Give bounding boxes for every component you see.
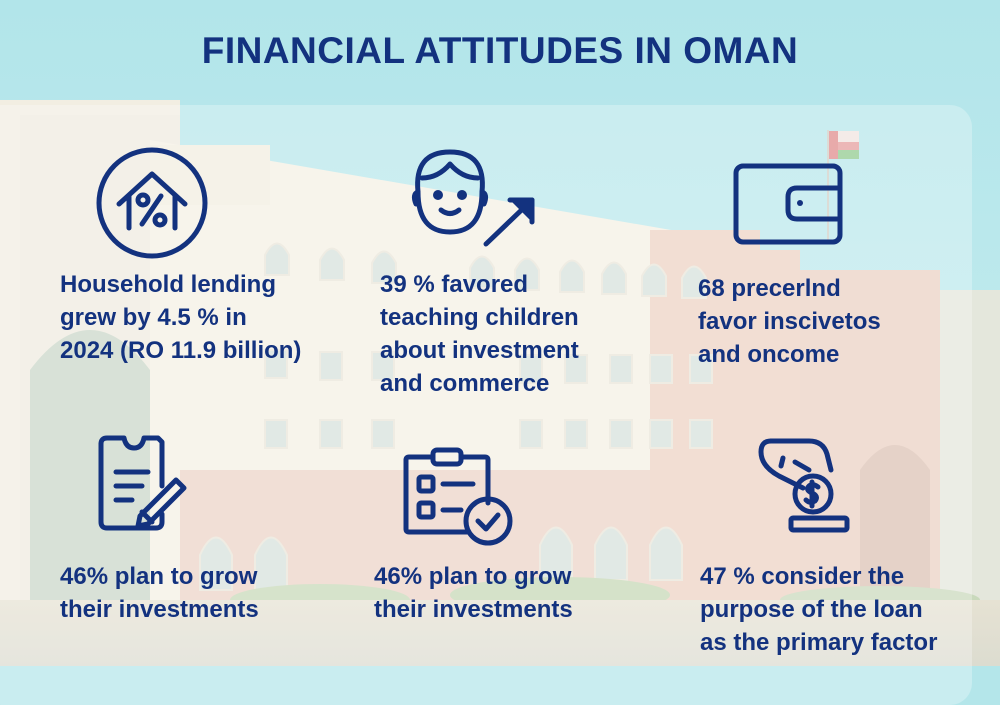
stat-line: their investments xyxy=(60,596,259,623)
stat-line: 39 % favored xyxy=(380,271,529,298)
stat-line: purpose of the loan xyxy=(700,596,923,623)
wallet-icon xyxy=(733,163,843,245)
stat-loan-purpose: 47 % consider the purpose of the loan as… xyxy=(700,560,937,659)
hand-coin-icon xyxy=(757,436,851,534)
stat-line: favor inscivetos xyxy=(698,308,881,335)
stat-line: and commerce xyxy=(380,370,550,397)
stat-line: 46% plan to grow xyxy=(60,563,258,590)
stat-plan-grow-investments-1: 46% plan to grow their investments xyxy=(60,560,259,626)
stat-household-lending: Household lending grew by 4.5 % in 2024 … xyxy=(60,268,301,367)
stat-plan-grow-investments-2: 46% plan to grow their investments xyxy=(374,560,573,626)
stat-line: as the primary factor xyxy=(700,629,938,656)
background-building-illustration xyxy=(0,0,1000,666)
checklist-icon xyxy=(403,447,515,549)
stat-line: about investment xyxy=(380,337,579,364)
stat-line: 68 precerlnd xyxy=(698,275,841,302)
page-title: FINANCIAL ATTITUDES IN OMAN xyxy=(201,30,799,71)
stat-line: 47 % consider the xyxy=(700,563,905,590)
stat-line: 46% plan to grow xyxy=(374,563,572,590)
stat-line: and oncome xyxy=(698,341,840,368)
stat-line: their investments xyxy=(374,596,573,623)
document-pen-icon xyxy=(96,434,188,532)
stat-line: 2024 (RO 11.9 billion) xyxy=(60,337,302,364)
child-growth-icon xyxy=(408,148,538,248)
stat-favor-investments: 68 precerlnd favor inscivetos and oncome xyxy=(698,272,881,371)
stat-line: teaching children xyxy=(380,304,579,331)
stat-teaching-children: 39 % favored teaching children about inv… xyxy=(380,268,579,400)
stat-line: Household lending xyxy=(60,271,276,298)
house-percent-icon xyxy=(95,146,209,260)
stat-line: grew by 4.5 % in xyxy=(60,304,247,331)
